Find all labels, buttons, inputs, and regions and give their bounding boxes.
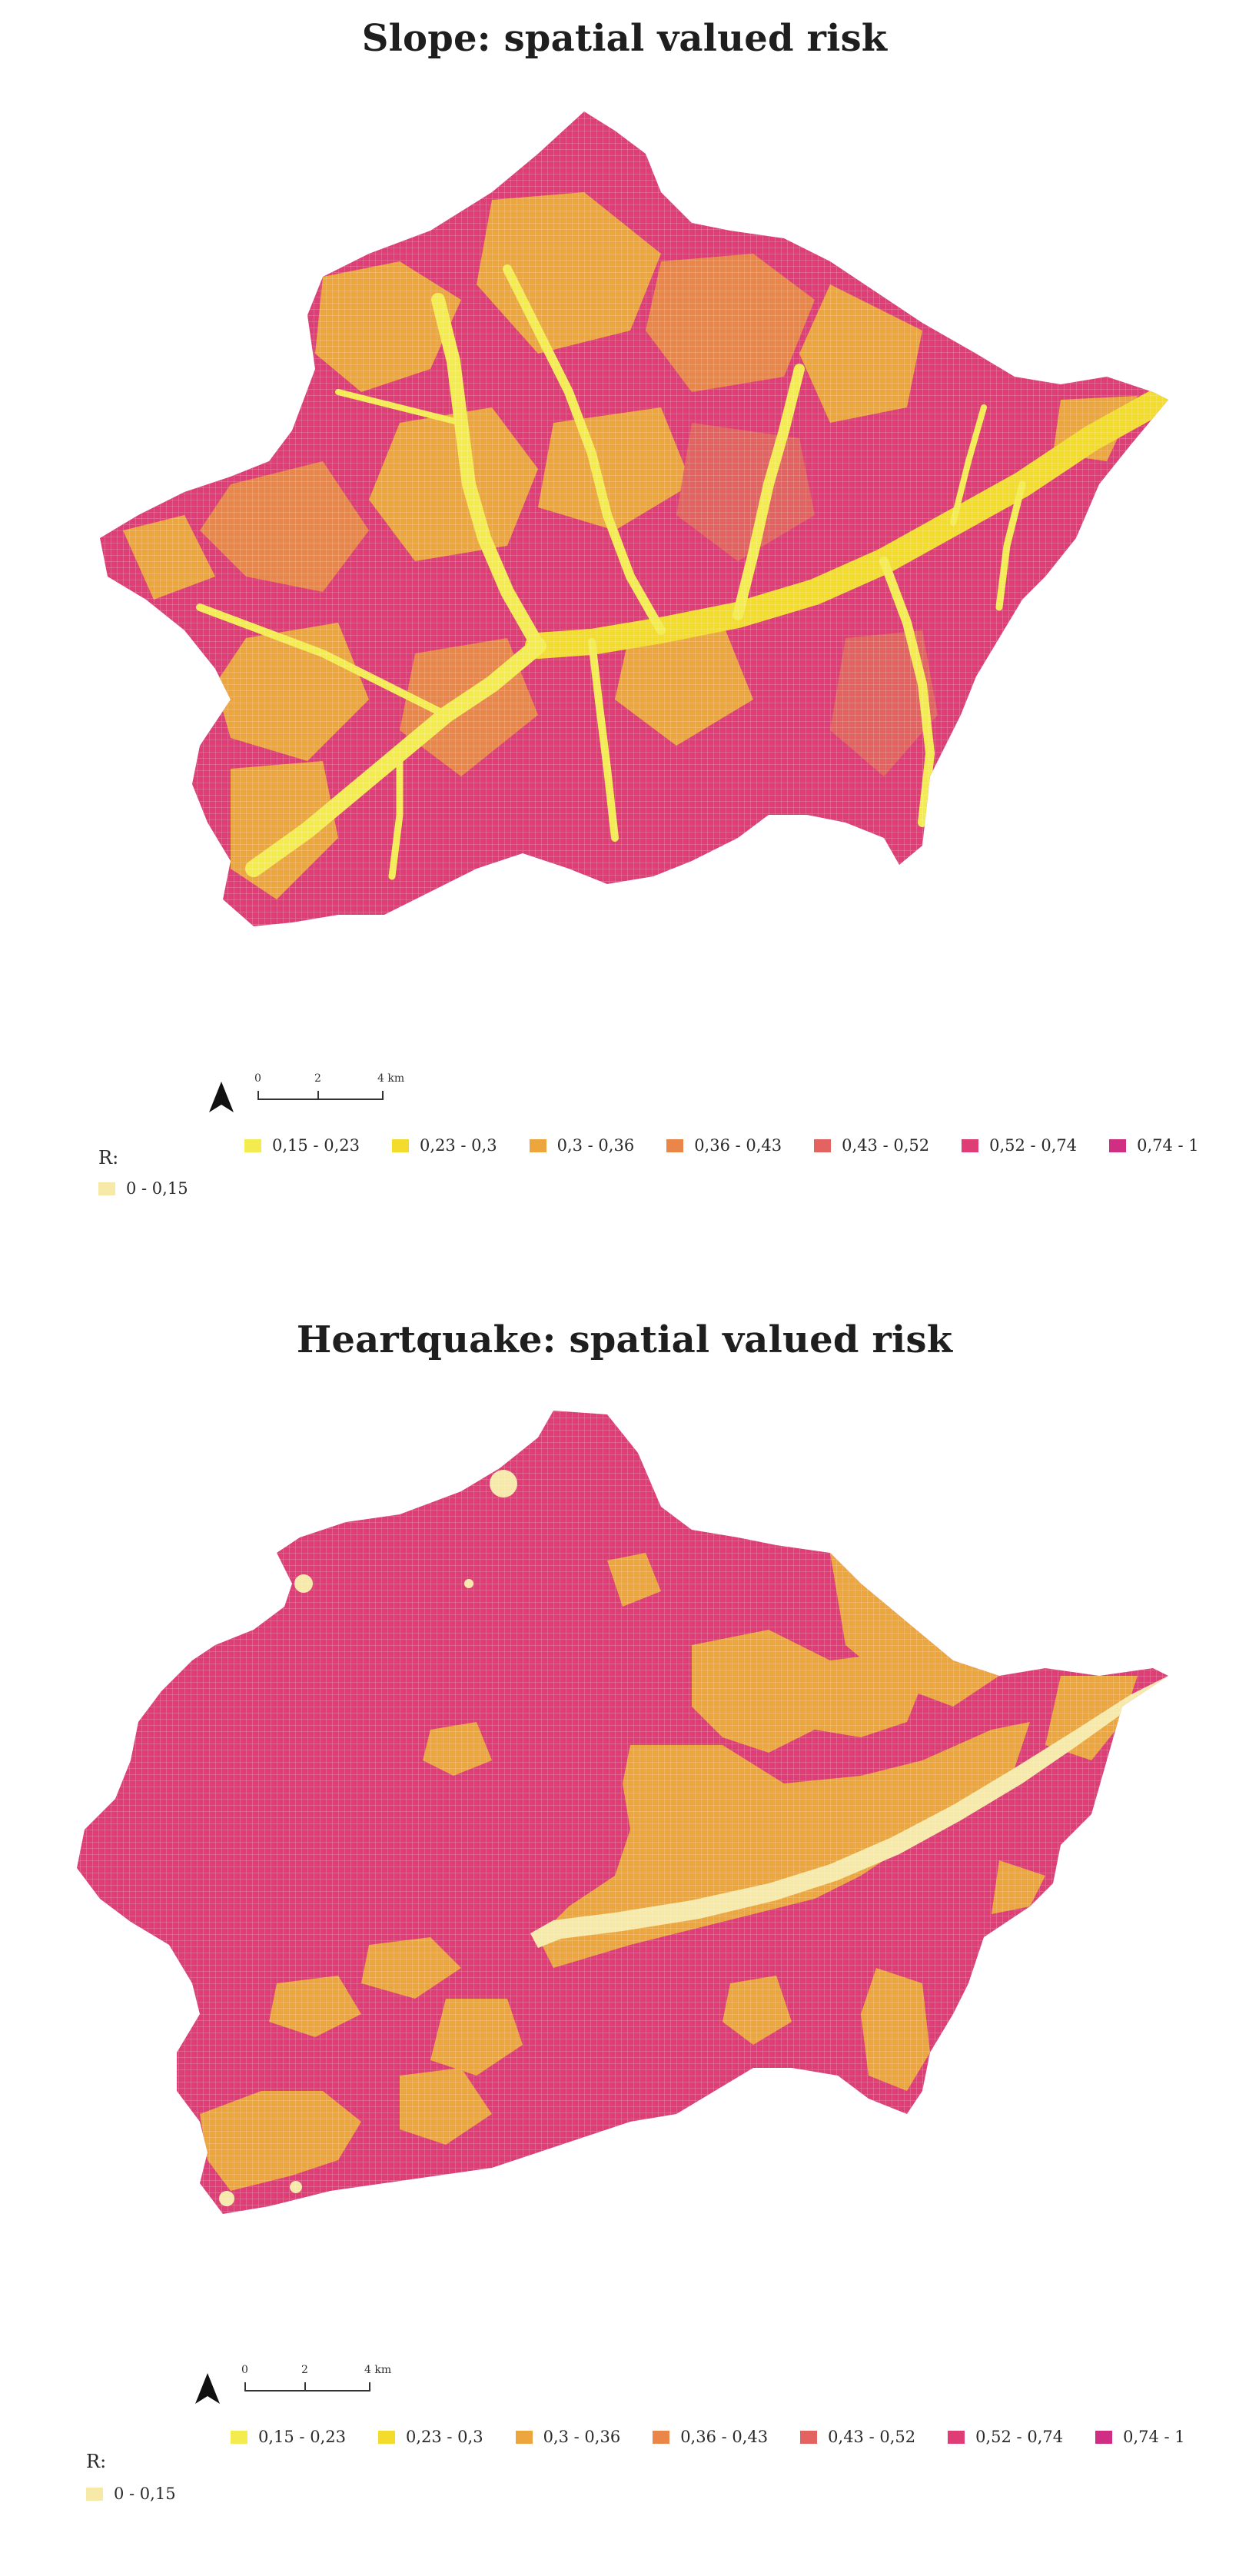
legend-item: 0,3 - 0,36 bbox=[529, 1136, 634, 1155]
slope-risk-map bbox=[100, 111, 1168, 926]
legend-swatch bbox=[98, 1182, 115, 1195]
slope-legend-title: R: bbox=[98, 1147, 119, 1168]
legend-item: 0,36 - 0,43 bbox=[653, 2428, 768, 2446]
heartquake-scalebar: 0 2 4 km bbox=[241, 2364, 398, 2399]
legend-swatch bbox=[962, 1138, 979, 1152]
heartquake-legend-title: R: bbox=[86, 2451, 107, 2472]
legend-swatch bbox=[515, 2430, 533, 2444]
legend-swatch bbox=[1109, 1138, 1127, 1152]
heartquake-map-title: Heartquake: spatial valued risk bbox=[296, 1318, 953, 1361]
legend-item: 0,15 - 0,23 bbox=[244, 1136, 360, 1155]
legend-item: 0,43 - 0,52 bbox=[814, 1136, 929, 1155]
legend-item: 0,36 - 0,43 bbox=[666, 1136, 782, 1155]
legend-item: 0 - 0,15 bbox=[98, 1179, 188, 1198]
slope-map-panel: Slope: spatial valued risk bbox=[0, 0, 1249, 1261]
legend-item: 0,43 - 0,52 bbox=[800, 2428, 915, 2446]
legend-swatch bbox=[800, 2430, 818, 2444]
heartquake-legend-row: 0,15 - 0,23 0,23 - 0,3 0,3 - 0,36 0,36 -… bbox=[231, 2428, 1217, 2446]
legend-item: 0,3 - 0,36 bbox=[515, 2428, 620, 2446]
legend-swatch bbox=[377, 2430, 395, 2444]
legend-swatch bbox=[814, 1138, 832, 1152]
legend-item: 0,74 - 1 bbox=[1109, 1136, 1199, 1155]
north-arrow-icon bbox=[194, 2372, 221, 2405]
legend-item: 0 - 0,15 bbox=[86, 2485, 176, 2503]
legend-item: 0,52 - 0,74 bbox=[962, 1136, 1077, 1155]
north-arrow-icon bbox=[208, 1080, 235, 1114]
slope-map-title: Slope: spatial valued risk bbox=[361, 17, 888, 60]
slope-raster-grid bbox=[100, 111, 1168, 926]
legend-item: 0,74 - 1 bbox=[1095, 2428, 1185, 2446]
legend-swatch bbox=[231, 2430, 247, 2444]
legend-swatch bbox=[244, 1138, 261, 1152]
slope-scalebar: 0 2 4 km bbox=[254, 1072, 411, 1108]
legend-item: 0,23 - 0,3 bbox=[377, 2428, 483, 2446]
legend-item: 0,23 - 0,3 bbox=[391, 1136, 497, 1155]
legend-swatch bbox=[391, 1138, 409, 1152]
legend-swatch bbox=[948, 2430, 965, 2444]
legend-item: 0,52 - 0,74 bbox=[948, 2428, 1063, 2446]
legend-swatch bbox=[666, 1138, 684, 1152]
legend-swatch bbox=[1095, 2430, 1113, 2444]
legend-swatch bbox=[653, 2430, 670, 2444]
legend-item: 0,15 - 0,23 bbox=[231, 2428, 346, 2446]
slope-legend-row: 0,15 - 0,23 0,23 - 0,3 0,3 - 0,36 0,36 -… bbox=[244, 1136, 1231, 1155]
heartquake-raster-grid bbox=[77, 1411, 1168, 2214]
heartquake-risk-map bbox=[77, 1411, 1168, 2214]
legend-swatch bbox=[529, 1138, 546, 1152]
heartquake-map-panel: Heartquake: spatial valued risk bbox=[0, 1291, 1249, 2576]
legend-swatch bbox=[86, 2487, 103, 2501]
